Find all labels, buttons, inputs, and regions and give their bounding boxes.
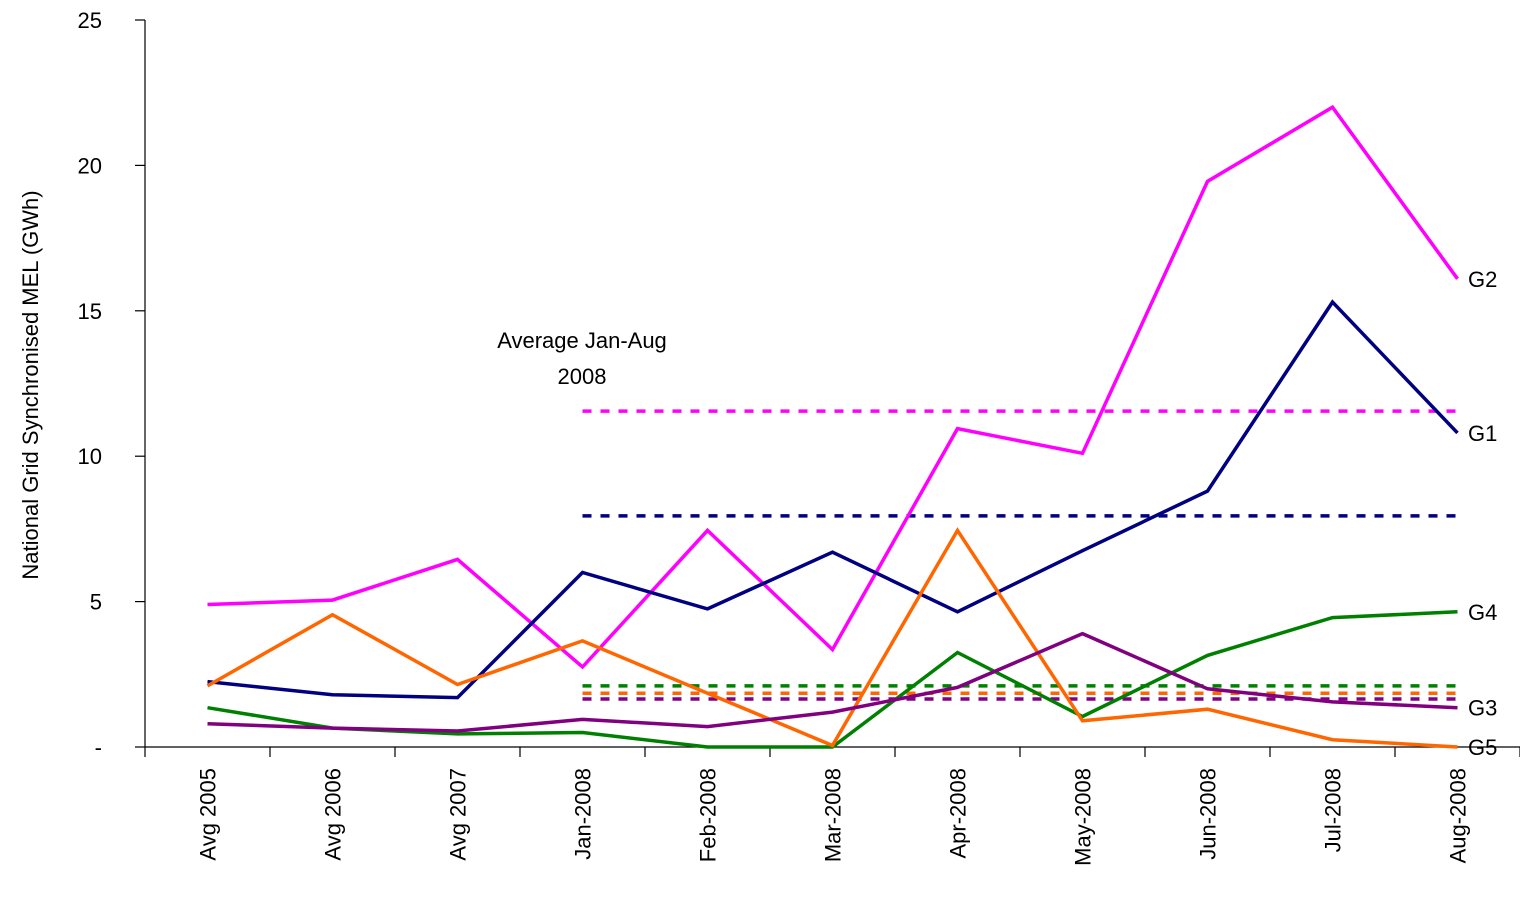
y-tick-label: 20 bbox=[78, 153, 102, 178]
series-line-g3 bbox=[207, 631, 1458, 733]
annotation-line-2: 2008 bbox=[558, 364, 607, 389]
y-axis-label: National Grid Synchronised MEL (GWh) bbox=[18, 190, 43, 579]
x-tick-label: Jun-2008 bbox=[1196, 768, 1221, 860]
series-line-g4 bbox=[207, 610, 1458, 749]
series-lines bbox=[206, 104, 1459, 749]
series-line-g5 bbox=[206, 527, 1458, 749]
series-label-g5: G5 bbox=[1468, 735, 1497, 760]
average-lines bbox=[582, 409, 1458, 701]
series-label-g1: G1 bbox=[1468, 421, 1497, 446]
series-label-g3: G3 bbox=[1468, 696, 1497, 721]
x-tick-label: Avg 2005 bbox=[196, 768, 221, 861]
y-tick-label: 5 bbox=[90, 590, 102, 615]
x-tick-label: Apr-2008 bbox=[946, 768, 971, 859]
x-tick-label: Aug-2008 bbox=[1446, 768, 1471, 863]
plot-area bbox=[144, 20, 1520, 748]
x-tick-label: Avg 2007 bbox=[446, 768, 471, 861]
x-axis-ticks: Avg 2005 Avg 2006 Avg 2007 Jan-2008 Feb-2008… bbox=[144, 747, 1520, 866]
y-axis-ticks: - 5 10 15 20 25 bbox=[78, 8, 145, 760]
x-tick-label: Jul-2008 bbox=[1321, 768, 1346, 852]
x-tick-label: Jan-2008 bbox=[571, 768, 596, 860]
y-tick-label: 25 bbox=[78, 8, 102, 33]
y-tick-label: 10 bbox=[78, 444, 102, 469]
series-line-g2 bbox=[207, 104, 1459, 670]
x-tick-label: Mar-2008 bbox=[821, 768, 846, 862]
series-labels: G2 G1 G4 G5 G3 bbox=[1468, 267, 1497, 760]
x-tick-label: Avg 2006 bbox=[321, 768, 346, 861]
annotation-line-1: Average Jan-Aug bbox=[497, 328, 667, 353]
series-label-g2: G2 bbox=[1468, 267, 1497, 292]
x-tick-label: Feb-2008 bbox=[696, 768, 721, 862]
y-tick-label: 15 bbox=[78, 299, 102, 324]
series-line-g1 bbox=[207, 299, 1459, 700]
y-tick-label: - bbox=[95, 735, 102, 760]
x-tick-label: May-2008 bbox=[1071, 768, 1096, 866]
series-label-g4: G4 bbox=[1468, 600, 1497, 625]
